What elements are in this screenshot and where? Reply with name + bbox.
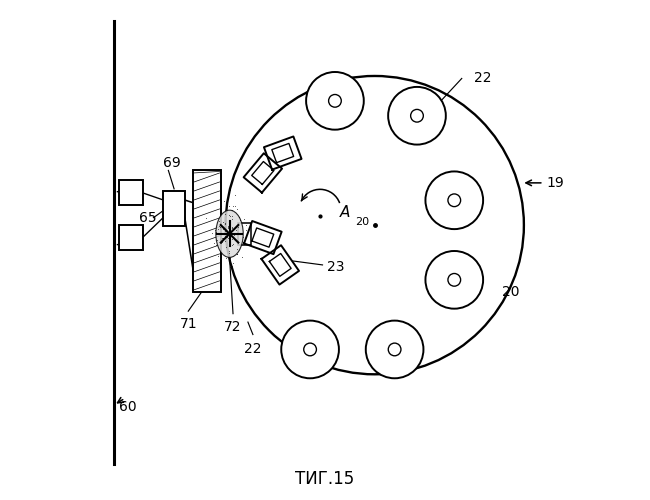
- Text: 23: 23: [328, 260, 345, 274]
- Text: +: +: [114, 236, 129, 254]
- Text: 72: 72: [224, 320, 242, 334]
- Text: 20: 20: [355, 216, 369, 226]
- Text: 20: 20: [502, 286, 519, 300]
- Text: 65: 65: [138, 210, 156, 224]
- Circle shape: [388, 87, 446, 144]
- Bar: [193, 170, 220, 292]
- Bar: [163, 192, 185, 226]
- Circle shape: [281, 320, 339, 378]
- Circle shape: [366, 320, 423, 378]
- Text: 22: 22: [474, 72, 491, 86]
- Ellipse shape: [216, 210, 243, 258]
- Circle shape: [426, 172, 483, 229]
- Bar: [119, 225, 142, 250]
- Circle shape: [306, 72, 364, 130]
- Text: 22: 22: [244, 342, 262, 356]
- Text: 60: 60: [119, 400, 136, 413]
- Bar: [239, 223, 251, 244]
- Text: A: A: [340, 205, 350, 220]
- Bar: [119, 180, 142, 205]
- Text: 19: 19: [546, 176, 564, 190]
- Text: ΤИГ.15: ΤИГ.15: [295, 470, 355, 488]
- Text: −: −: [114, 182, 129, 200]
- Circle shape: [426, 251, 483, 308]
- Text: 69: 69: [163, 156, 181, 170]
- Text: 71: 71: [179, 317, 197, 331]
